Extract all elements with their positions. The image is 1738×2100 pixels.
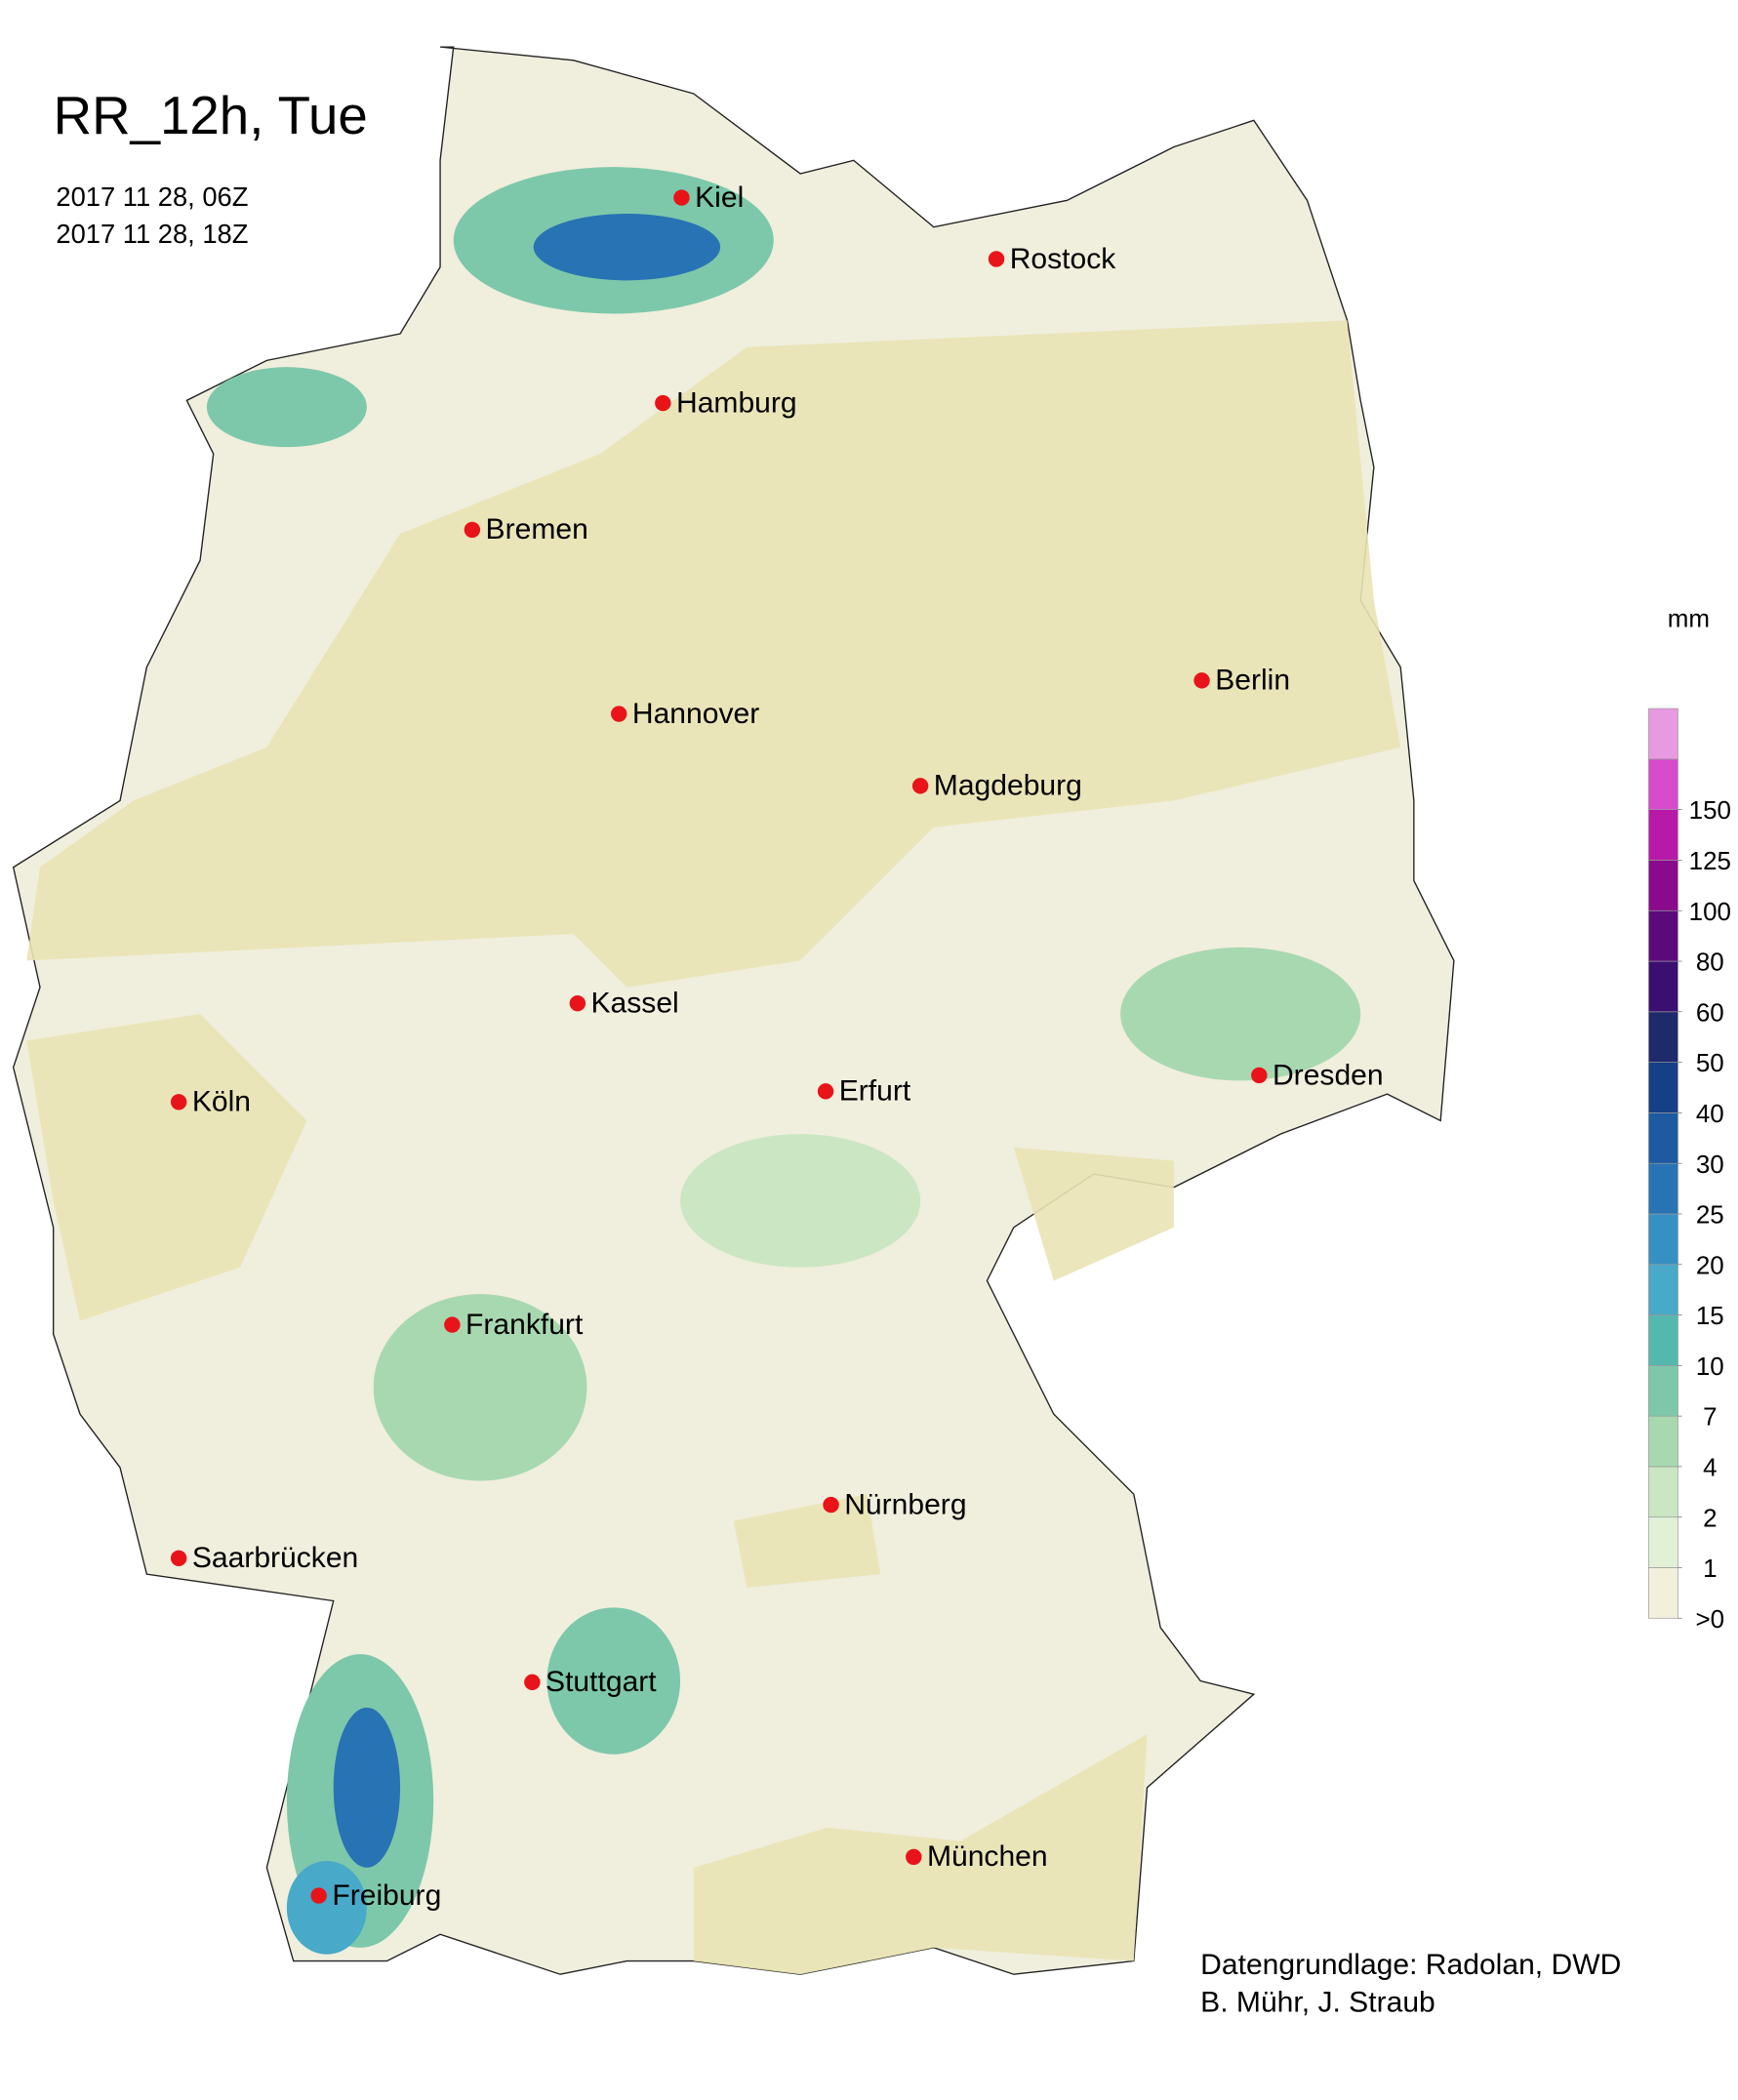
city-label: Hannover	[632, 698, 759, 730]
legend-label: 40	[1696, 1099, 1724, 1128]
legend-swatch	[1648, 1011, 1678, 1063]
city-label: Freiburg	[332, 1879, 441, 1912]
city-marker	[655, 394, 671, 412]
legend-swatch	[1648, 758, 1678, 811]
city-marker	[1193, 672, 1210, 689]
legend-label: 4	[1703, 1453, 1717, 1482]
credit: Datengrundlage: Radolan, DWD	[1200, 1949, 1621, 1981]
city-label: Bremen	[486, 513, 588, 545]
legend-label: 60	[1696, 997, 1724, 1027]
city-label: Rostock	[1010, 243, 1117, 275]
city-marker	[906, 1848, 922, 1866]
city-marker	[310, 1887, 327, 1904]
legend-swatch	[1648, 960, 1678, 1013]
credit: B. Mühr, J. Straub	[1200, 1986, 1435, 2018]
legend-label: 100	[1689, 897, 1731, 926]
legend-label: 30	[1696, 1150, 1724, 1179]
city-marker	[524, 1674, 541, 1691]
city-marker	[444, 1316, 461, 1333]
legend-swatch	[1648, 1567, 1678, 1619]
legend-label: 150	[1689, 795, 1731, 825]
city-marker	[988, 251, 1005, 267]
city-marker	[911, 778, 929, 794]
city-label: Berlin	[1215, 665, 1290, 697]
legend-label: 15	[1696, 1301, 1724, 1330]
legend-swatch	[1648, 1415, 1678, 1468]
legend-swatch	[1648, 1162, 1678, 1215]
city-label: Kiel	[695, 182, 744, 214]
city-label: Magdeburg	[934, 770, 1082, 802]
city-marker	[569, 994, 586, 1012]
city-marker	[673, 189, 690, 206]
city-label: Dresden	[1273, 1059, 1384, 1091]
legend-label: 10	[1696, 1352, 1724, 1381]
legend-label: 1	[1703, 1554, 1717, 1583]
legend-label: 125	[1689, 846, 1731, 875]
legend-swatch	[1648, 1062, 1678, 1113]
legend-swatch	[1648, 707, 1678, 760]
city-marker	[611, 706, 627, 722]
city-label: Saarbrücken	[192, 1542, 358, 1574]
legend-label: 7	[1703, 1402, 1717, 1432]
end-time: 2017 11 28, 18Z	[56, 219, 248, 249]
legend-swatch	[1648, 1466, 1678, 1518]
city-marker	[823, 1496, 839, 1514]
city-label: München	[927, 1840, 1048, 1873]
legend-swatch	[1648, 909, 1678, 962]
city-label: Hamburg	[676, 386, 797, 419]
legend-swatch	[1648, 1112, 1678, 1164]
legend-label: 20	[1696, 1250, 1724, 1279]
legend-unit: mm	[1668, 604, 1710, 633]
city-marker	[464, 521, 481, 539]
legend-swatch	[1648, 809, 1678, 861]
legend-swatch	[1648, 1264, 1678, 1315]
legend-label: >0	[1695, 1604, 1724, 1634]
city-label: Erfurt	[839, 1075, 911, 1108]
start-time: 2017 11 28, 06Z	[56, 182, 248, 212]
legend-label: 25	[1696, 1200, 1724, 1230]
city-marker	[170, 1094, 187, 1111]
city-label: Köln	[192, 1086, 251, 1118]
city-marker	[817, 1083, 834, 1100]
city-label: Kassel	[591, 987, 679, 1019]
legend-label: 2	[1703, 1503, 1717, 1532]
legend-swatch	[1648, 860, 1678, 911]
legend-label: 80	[1696, 948, 1724, 977]
legend-swatch	[1648, 1213, 1678, 1266]
city-label: Frankfurt	[465, 1309, 584, 1341]
legend-swatch	[1648, 1364, 1678, 1417]
legend-swatch	[1648, 1314, 1678, 1366]
city-label: Nürnberg	[844, 1488, 966, 1520]
city-marker	[170, 1550, 187, 1566]
city-marker	[1251, 1067, 1268, 1084]
germany	[12, 46, 1455, 1975]
title: RR_12h, Tue	[54, 86, 368, 145]
rain-areas	[206, 167, 1361, 1955]
city-label: Stuttgart	[546, 1666, 657, 1698]
legend-swatch	[1648, 1516, 1678, 1568]
legend-label: 50	[1696, 1048, 1724, 1077]
